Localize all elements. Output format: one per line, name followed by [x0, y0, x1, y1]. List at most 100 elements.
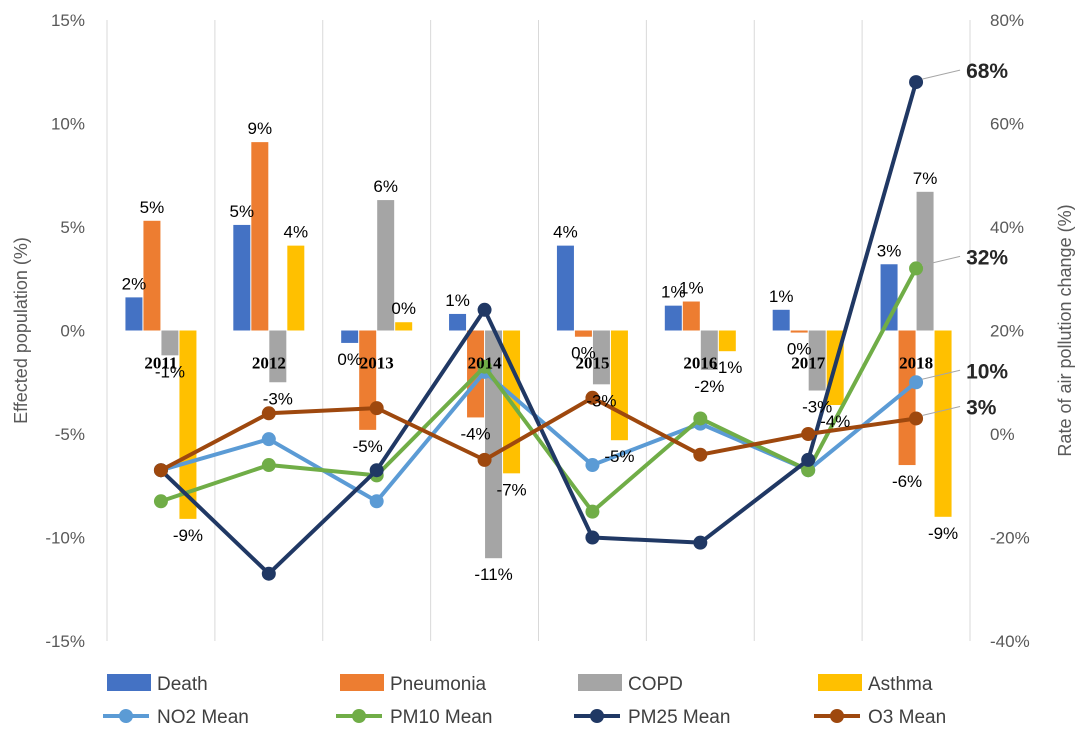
right-axis-tick: -40%	[990, 632, 1030, 651]
bar-death-2016	[664, 305, 682, 331]
bar-pneumonia-2016	[682, 301, 700, 331]
category-label-2017: 2017	[791, 354, 826, 373]
right-axis-tick: 40%	[990, 218, 1024, 237]
marker-no2-mean-2012	[261, 432, 276, 447]
category-label-2014: 2014	[468, 354, 503, 373]
data-label-death-2011: 2%	[122, 274, 147, 293]
category-label-2012: 2012	[252, 354, 286, 373]
data-label-asthma-2014: -7%	[496, 480, 526, 499]
data-label-pneumonia-2015: 0%	[571, 344, 596, 363]
legend-label-pm25-mean: PM25 Mean	[628, 707, 730, 728]
legend-swatch-copd	[578, 674, 622, 691]
end-label-pm10-mean: 32%	[966, 246, 1008, 269]
end-label-o3-mean: 3%	[966, 396, 997, 419]
marker-o3-mean-2016	[693, 447, 708, 462]
data-label-copd-2015: -3%	[586, 391, 616, 410]
end-label-pm25-mean: 68%	[966, 60, 1008, 83]
line-pm25-mean	[159, 81, 918, 576]
data-label-copd-2011: -1%	[155, 362, 185, 381]
legend: Death Pneumonia COPD Asthma NO2 Mean PM10 Mea…	[103, 674, 946, 728]
gridlines	[106, 20, 971, 641]
category-label-2011: 2011	[144, 354, 177, 373]
marker-pm25-mean-2014	[477, 302, 492, 317]
left-axis-tick: -15%	[45, 632, 85, 651]
bar-pneumonia-2015	[574, 330, 592, 337]
legend-label-pm10-mean: PM10 Mean	[390, 707, 492, 728]
legend-swatch-death	[107, 674, 151, 691]
bar-asthma-2016	[718, 330, 736, 352]
bar-copd-2017	[808, 330, 826, 391]
data-label-pneumonia-2013: -5%	[353, 437, 383, 456]
bar-copd-2012	[269, 330, 287, 383]
data-label-asthma-2018: -9%	[928, 524, 958, 543]
legend-swatch-asthma	[818, 674, 862, 691]
data-label-death-2013: 0%	[337, 350, 362, 369]
bar-death-2017	[772, 309, 790, 331]
bar-asthma-2013	[395, 322, 413, 331]
end-label-no2-mean: 10%	[966, 360, 1008, 383]
marker-pm10-mean-2016	[693, 411, 708, 426]
data-label-death-2016: 1%	[661, 283, 686, 302]
marker-pm10-mean-2018	[909, 261, 924, 276]
marker-pm25-mean-2013	[369, 463, 384, 478]
marker-no2-mean-2013	[369, 494, 384, 509]
bar-death-2013	[341, 330, 359, 343]
lines	[153, 75, 924, 581]
marker-o3-mean-2018	[909, 411, 924, 426]
bar-death-2011	[125, 297, 143, 331]
marker-no2-mean-2018	[909, 375, 924, 390]
bar-death-2014	[449, 313, 467, 331]
category-label-2015: 2015	[575, 354, 609, 373]
data-label-pneumonia-2012: 9%	[248, 119, 273, 138]
line-pm10-mean	[160, 267, 918, 514]
legend-swatch-pneumonia	[340, 674, 384, 691]
legend-swatch-marker-no2-mean	[119, 709, 133, 723]
right-axis-title: Rate of air pollution change (%)	[1055, 204, 1075, 456]
bar-pneumonia-2011	[143, 220, 161, 331]
marker-o3-mean-2011	[153, 463, 168, 478]
data-label-pneumonia-2014: -4%	[460, 424, 490, 443]
bar-pneumonia-2013	[359, 330, 377, 430]
marker-no2-mean-2015	[585, 458, 600, 473]
marker-o3-mean-2015	[585, 390, 600, 405]
line-o3-mean	[160, 395, 917, 472]
left-axis-tick: 10%	[51, 115, 85, 134]
marker-pm25-mean-2017	[801, 452, 816, 467]
leader-line-no2-mean	[921, 369, 961, 380]
bar-asthma-2018	[934, 330, 952, 517]
data-label-asthma-2015: -5%	[604, 447, 634, 466]
right-axis-tick: -20%	[990, 529, 1030, 548]
legend-label-no2-mean: NO2 Mean	[157, 707, 249, 728]
right-axis-tick: 20%	[990, 322, 1024, 341]
legend-label-asthma: Asthma	[868, 674, 933, 695]
data-label-copd-2017: -3%	[802, 398, 832, 417]
bar-asthma-2015	[610, 330, 628, 441]
data-label-death-2014: 1%	[445, 291, 470, 310]
leader-line-pm25-mean	[921, 69, 961, 80]
legend-label-copd: COPD	[628, 674, 683, 695]
data-label-copd-2014: -11%	[474, 565, 512, 584]
category-label-2013: 2013	[360, 354, 394, 373]
marker-pm25-mean-2016	[693, 535, 708, 550]
marker-pm10-mean-2017	[801, 463, 816, 478]
legend-swatch-marker-pm10-mean	[352, 709, 366, 723]
marker-o3-mean-2012	[261, 406, 276, 421]
data-label-pneumonia-2017: 0%	[787, 340, 812, 359]
data-label-copd-2012: -3%	[263, 389, 293, 408]
bar-pneumonia-2017	[790, 330, 808, 333]
category-label-2018: 2018	[899, 354, 933, 373]
data-label-copd-2016: -2%	[694, 377, 724, 396]
marker-o3-mean-2014	[477, 452, 492, 467]
bar-copd-2018	[916, 191, 934, 331]
marker-pm10-mean-2015	[585, 504, 600, 519]
left-axis-tick: 15%	[51, 11, 85, 30]
left-axis-tick: 5%	[60, 218, 85, 237]
left-axis-tick: -5%	[55, 425, 85, 444]
data-label-pneumonia-2016: 1%	[679, 279, 704, 298]
data-label-pneumonia-2018: -6%	[892, 472, 922, 491]
leader-line-o3-mean	[921, 405, 961, 416]
legend-label-death: Death	[157, 674, 208, 695]
bar-asthma-2012	[287, 245, 305, 331]
data-label-pneumonia-2011: 5%	[140, 198, 165, 217]
legend-swatch-marker-pm25-mean	[590, 709, 604, 723]
